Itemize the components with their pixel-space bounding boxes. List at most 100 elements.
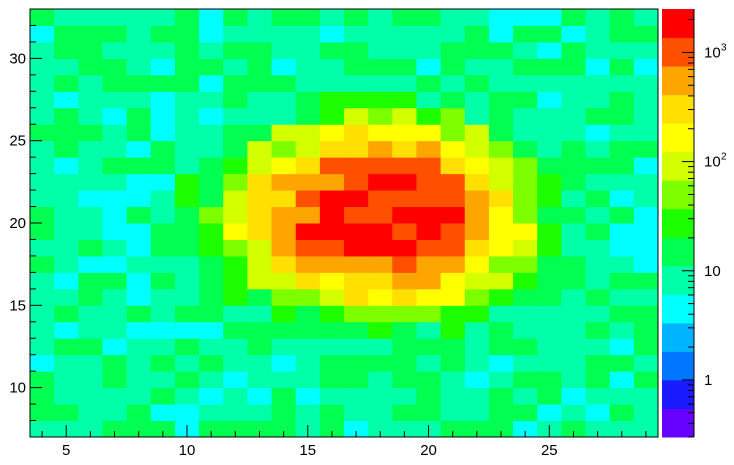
heatmap-cell	[271, 124, 297, 142]
heatmap-cell	[537, 9, 562, 26]
heatmap-cell	[440, 223, 466, 240]
heatmap-cell	[78, 404, 103, 422]
heatmap-cell	[150, 272, 176, 290]
heatmap-cell	[488, 338, 514, 356]
heatmap-cell	[199, 190, 224, 208]
heatmap-cell	[223, 124, 248, 142]
colorbar-segment	[662, 237, 694, 267]
heatmap-cell	[368, 338, 393, 356]
heatmap-cell	[54, 272, 79, 290]
heatmap-cell	[126, 9, 152, 26]
heatmap-cell	[295, 9, 321, 26]
heatmap-cell	[247, 239, 273, 257]
heatmap-cell	[295, 354, 321, 372]
heatmap-cell	[561, 206, 587, 224]
heatmap-cell	[633, 140, 659, 158]
heatmap-cell	[150, 354, 176, 372]
z-tick-label: 10	[704, 154, 721, 171]
heatmap-cell	[150, 25, 176, 43]
heatmap-cell	[78, 107, 103, 125]
heatmap-cell	[126, 206, 152, 224]
heatmap-cell	[271, 140, 297, 158]
heatmap-cell	[344, 239, 369, 257]
heatmap-cell	[54, 107, 79, 125]
heatmap-cell	[126, 371, 152, 389]
heatmap-cell	[344, 190, 369, 208]
x-axis: 5 10 15 20 25	[41, 425, 647, 459]
heatmap-cell	[513, 272, 538, 290]
heatmap-cell	[633, 157, 659, 175]
heatmap-cell	[488, 74, 514, 92]
heatmap-cell	[78, 173, 103, 191]
heatmap-cell	[319, 371, 345, 389]
heatmap-cell	[102, 338, 128, 356]
heatmap-cell	[561, 25, 587, 43]
heatmap-cell	[585, 223, 611, 240]
heatmap-cell	[174, 255, 200, 273]
heatmap-cell	[247, 387, 273, 405]
heatmap-cell	[344, 91, 369, 109]
heatmap-cell	[633, 223, 659, 240]
heatmap-cell	[440, 371, 466, 389]
heatmap-cell	[513, 206, 538, 224]
heatmap-cell	[247, 321, 273, 339]
heatmap-cell	[295, 371, 321, 389]
x-tick-label: 15	[299, 442, 316, 459]
heatmap-cell	[199, 288, 224, 306]
heatmap-cell	[174, 91, 200, 109]
heatmap-cell	[174, 288, 200, 306]
heatmap-cell	[609, 41, 635, 59]
heatmap-cell	[368, 190, 393, 208]
heatmap-cell	[537, 272, 562, 290]
heatmap-cell	[464, 305, 490, 323]
heatmap-cell	[609, 255, 635, 273]
heatmap-cell	[513, 371, 538, 389]
heatmap-cell	[223, 239, 248, 257]
heatmap-cell	[54, 140, 79, 158]
heatmap-cell	[368, 387, 393, 405]
heatmap-cell	[440, 288, 466, 306]
heatmap-cell	[585, 41, 611, 59]
heatmap-cell	[247, 404, 273, 422]
heatmap-cell	[247, 272, 273, 290]
heatmap-cell	[199, 107, 224, 125]
heatmap-cell	[247, 371, 273, 389]
heatmap-cell	[633, 387, 659, 405]
heatmap-cell	[561, 58, 587, 76]
heatmap-cell	[537, 25, 562, 43]
heatmap-cell	[633, 74, 659, 92]
heatmap-cell	[78, 387, 103, 405]
heatmap-cell	[78, 140, 103, 158]
heatmap-cell	[174, 74, 200, 92]
heatmap-cell	[174, 124, 200, 142]
heatmap-cell	[513, 140, 538, 158]
heatmap-cell	[30, 91, 55, 109]
heatmap-cell	[440, 91, 466, 109]
heatmap-cell	[561, 91, 587, 109]
heatmap-cell	[30, 420, 55, 438]
heatmap-cell	[513, 223, 538, 240]
heatmap-cell	[513, 255, 538, 273]
heatmap-cell	[440, 404, 466, 422]
heatmap-cell	[368, 41, 393, 59]
heatmap-cell	[392, 173, 417, 191]
heatmap-cell	[30, 272, 55, 290]
heatmap-cell	[344, 272, 369, 290]
heatmap-cell	[54, 173, 79, 191]
heatmap-cell	[633, 255, 659, 273]
heatmap-cell	[319, 387, 345, 405]
heatmap-cell	[561, 338, 587, 356]
heatmap-cell	[537, 387, 562, 405]
heatmap-cell	[174, 25, 200, 43]
heatmap-cell	[150, 255, 176, 273]
heatmap-cell	[585, 255, 611, 273]
heatmap-cell	[537, 255, 562, 273]
heatmap-cell	[344, 41, 369, 59]
heatmap-cell	[271, 420, 297, 438]
heatmap-cell	[392, 239, 417, 257]
heatmap-cell	[416, 157, 442, 175]
heatmap-cell	[537, 58, 562, 76]
heatmap-cell	[30, 338, 55, 356]
heatmap-cell	[150, 107, 176, 125]
heatmap-cell	[368, 157, 393, 175]
